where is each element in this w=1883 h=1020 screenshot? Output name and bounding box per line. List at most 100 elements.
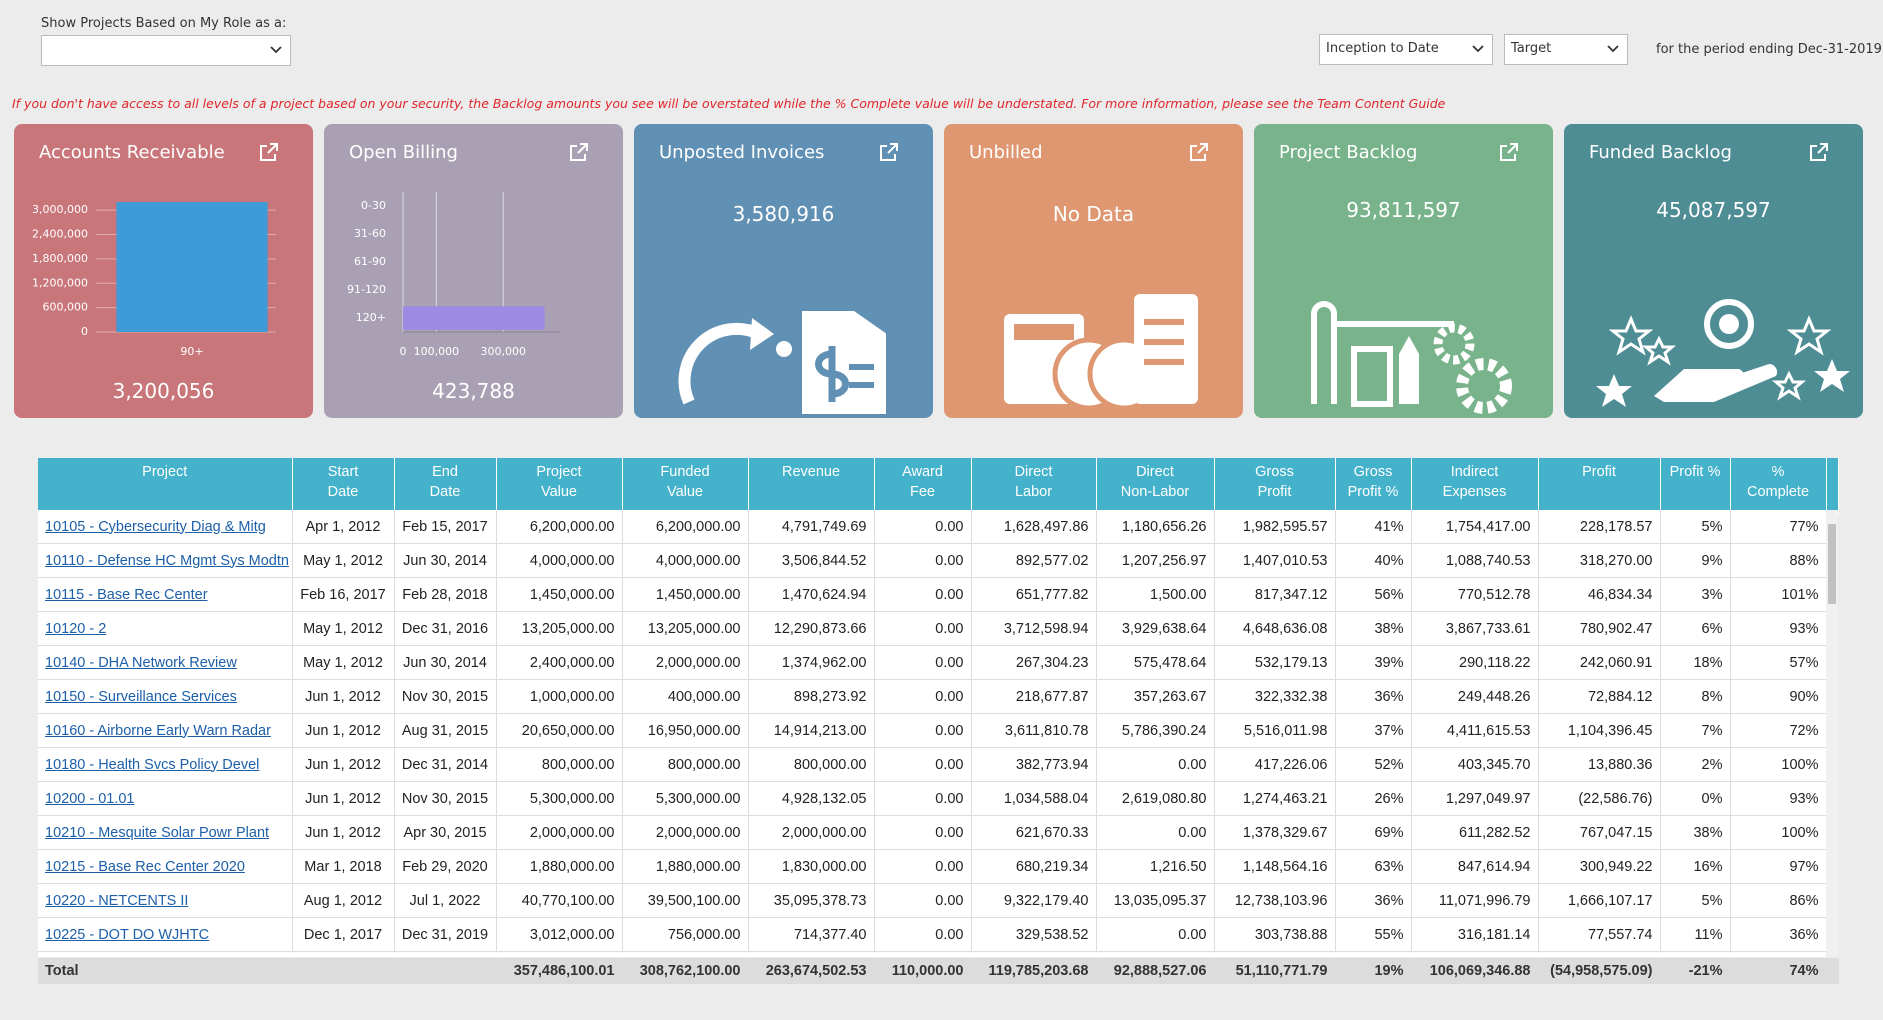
- table-cell: 303,738.88: [1214, 917, 1336, 952]
- y-tick-label: 31-60: [354, 227, 386, 240]
- table-cell: Jun 1, 2012: [292, 747, 395, 782]
- y-tick-label: 91-120: [347, 283, 386, 296]
- project-link[interactable]: 10120 - 2: [45, 620, 107, 637]
- column-header[interactable]: Direct Non-Labor: [1096, 458, 1215, 514]
- table-cell: 86%: [1730, 883, 1827, 918]
- y-tick-label: 1,200,000: [32, 276, 88, 289]
- project-link[interactable]: 10140 - DHA Network Review: [45, 654, 237, 671]
- table-cell: Feb 15, 2017: [394, 510, 497, 544]
- external-link[interactable]: [569, 142, 589, 162]
- table-cell: 2,000,000.00: [622, 645, 749, 680]
- column-header[interactable]: Gross Profit %: [1335, 458, 1412, 514]
- y-tick-label: 61-90: [354, 255, 386, 268]
- table-cell: 6,200,000.00: [496, 510, 623, 544]
- card: Accounts Receivable 0 600,000 1,200,000 1,80…: [14, 124, 313, 418]
- y-tick-label: 120+: [356, 311, 386, 324]
- backlog-icon: [1311, 301, 1512, 414]
- column-header[interactable]: Profit %: [1660, 458, 1731, 514]
- project-link[interactable]: 10105 - Cybersecurity Diag & Mitg: [45, 518, 266, 535]
- table-cell: 100%: [1730, 815, 1827, 850]
- table-cell: 1,450,000.00: [496, 577, 623, 612]
- period-select[interactable]: Inception to Date: [1319, 34, 1493, 65]
- table-cell: May 1, 2012: [292, 543, 395, 578]
- project-link[interactable]: 10150 - Surveillance Services: [45, 688, 237, 705]
- external-link[interactable]: [259, 142, 279, 162]
- table-cell: 892,577.02: [971, 543, 1097, 578]
- table-cell: 300,949.22: [1538, 849, 1661, 884]
- project-link[interactable]: 10215 - Base Rec Center 2020: [45, 858, 245, 875]
- table-cell: 10105 - Cybersecurity Diag & Mitg: [38, 510, 293, 544]
- table-header: Project Start Date End Date Project Value Fu…: [38, 458, 1839, 514]
- scrollbar[interactable]: [1826, 510, 1838, 957]
- bar: [403, 306, 545, 330]
- project-link[interactable]: 10160 - Airborne Early Warn Radar: [45, 722, 271, 739]
- project-link[interactable]: 10220 - NETCENTS II: [45, 892, 189, 909]
- external-link[interactable]: [1499, 142, 1519, 162]
- x-tick-label: 300,000: [480, 345, 526, 358]
- x-tick-label: 100,000: [414, 345, 460, 358]
- column-header[interactable]: Gross Profit: [1214, 458, 1336, 514]
- project-link[interactable]: 10225 - DOT DO WJHTC: [45, 926, 210, 943]
- total-cell: 357,486,100.01: [496, 958, 623, 984]
- column-header[interactable]: Project: [38, 458, 293, 514]
- table-cell: 10220 - NETCENTS II: [38, 883, 293, 918]
- project-link[interactable]: 10200 - 01.01: [45, 790, 135, 807]
- table-row: 10200 - 01.01 Jun 1, 2012 Nov 30, 2015 5,30…: [38, 781, 1827, 816]
- table-cell: 93%: [1730, 611, 1827, 646]
- table-cell: Apr 30, 2015: [394, 815, 497, 850]
- y-tick-label: 1,800,000: [32, 252, 88, 265]
- table-body-scroll: 10105 - Cybersecurity Diag & Mitg Apr 1, …: [38, 510, 1838, 957]
- column-header[interactable]: Profit: [1538, 458, 1661, 514]
- table-cell: 0%: [1660, 781, 1731, 816]
- table-cell: 18%: [1660, 645, 1731, 680]
- column-header[interactable]: Direct Labor: [971, 458, 1097, 514]
- table-cell: 46,834.34: [1538, 577, 1661, 612]
- table-cell: 100%: [1730, 747, 1827, 782]
- role-select[interactable]: [41, 35, 291, 66]
- card-value: 3,580,916: [732, 202, 835, 226]
- column-header[interactable]: Indirect Expenses: [1411, 458, 1539, 514]
- table-cell: 13,880.36: [1538, 747, 1661, 782]
- table-cell: 6,200,000.00: [622, 510, 749, 544]
- column-header[interactable]: End Date: [394, 458, 497, 514]
- table-cell: 13,035,095.37: [1096, 883, 1215, 918]
- card-title: Project Backlog: [1279, 142, 1418, 163]
- table-cell: 1,216.50: [1096, 849, 1215, 884]
- table-cell: Dec 31, 2016: [394, 611, 497, 646]
- table-cell: 400,000.00: [622, 679, 749, 714]
- project-link[interactable]: 10115 - Base Rec Center: [45, 586, 208, 603]
- scroll-thumb[interactable]: [1828, 524, 1836, 604]
- table-cell: 680,219.34: [971, 849, 1097, 884]
- external-link[interactable]: [879, 142, 899, 162]
- column-header[interactable]: Start Date: [292, 458, 395, 514]
- column-header[interactable]: % Complete: [1730, 458, 1827, 514]
- project-link[interactable]: 10180 - Health Svcs Policy Devel: [45, 756, 260, 773]
- column-header[interactable]: Project Value: [496, 458, 623, 514]
- table-cell: 14,914,213.00: [748, 713, 875, 748]
- project-link[interactable]: 10110 - Defense HC Mgmt Sys Modtn: [45, 552, 289, 569]
- y-tick-label: 0-30: [361, 199, 386, 212]
- table-cell: 9%: [1660, 543, 1731, 578]
- card-value: 3,200,056: [112, 379, 215, 403]
- table-cell: 13,205,000.00: [496, 611, 623, 646]
- column-header[interactable]: Award Fee: [874, 458, 972, 514]
- table-cell: 242,060.91: [1538, 645, 1661, 680]
- y-tick-label: 0: [81, 325, 88, 338]
- table-cell: 26%: [1335, 781, 1412, 816]
- table-cell: 1,407,010.53: [1214, 543, 1336, 578]
- total-cell: 92,888,527.06: [1096, 958, 1215, 984]
- external-link[interactable]: [1189, 142, 1209, 162]
- unbilled-icon: [1004, 294, 1198, 411]
- external-link[interactable]: [1809, 142, 1829, 162]
- project-link[interactable]: 10210 - Mesquite Solar Powr Plant: [45, 824, 270, 841]
- column-header[interactable]: Funded Value: [622, 458, 749, 514]
- table-cell: Mar 1, 2018: [292, 849, 395, 884]
- table-cell: 780,902.47: [1538, 611, 1661, 646]
- table-cell: 1,148,564.16: [1214, 849, 1336, 884]
- table-cell: 3%: [1660, 577, 1731, 612]
- total-cell: 308,762,100.00: [622, 958, 749, 984]
- table-cell: 0.00: [874, 747, 972, 782]
- column-header[interactable]: Revenue: [748, 458, 875, 514]
- measure-select[interactable]: Target: [1504, 34, 1628, 65]
